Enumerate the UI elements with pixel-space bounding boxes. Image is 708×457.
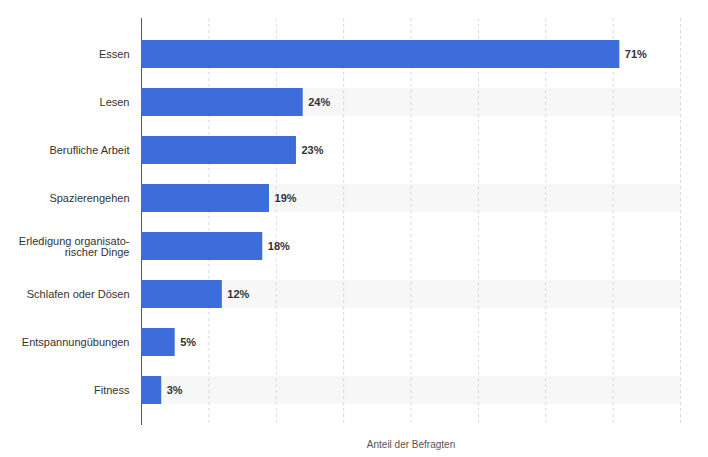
svg-text:Anteil der Befragten: Anteil der Befragten [367,439,455,450]
svg-text:Spazierengehen: Spazierengehen [49,192,129,204]
svg-text:12%: 12% [227,288,249,300]
svg-text:3%: 3% [167,384,183,396]
svg-text:71%: 71% [625,48,647,60]
svg-text:Essen: Essen [99,48,130,60]
svg-text:24%: 24% [308,96,330,108]
svg-text:Erledigung organisato-rischer: Erledigung organisato-rischer Dinge [19,235,130,258]
svg-text:Fitness: Fitness [94,384,130,396]
svg-text:19%: 19% [275,192,297,204]
svg-text:Berufliche Arbeit: Berufliche Arbeit [49,144,129,156]
svg-text:Lesen: Lesen [100,96,130,108]
svg-text:Entspannungübungen: Entspannungübungen [22,336,130,348]
svg-text:23%: 23% [301,144,323,156]
svg-text:Schlafen oder Dösen: Schlafen oder Dösen [27,288,130,300]
svg-text:18%: 18% [268,240,290,252]
svg-text:5%: 5% [180,336,196,348]
